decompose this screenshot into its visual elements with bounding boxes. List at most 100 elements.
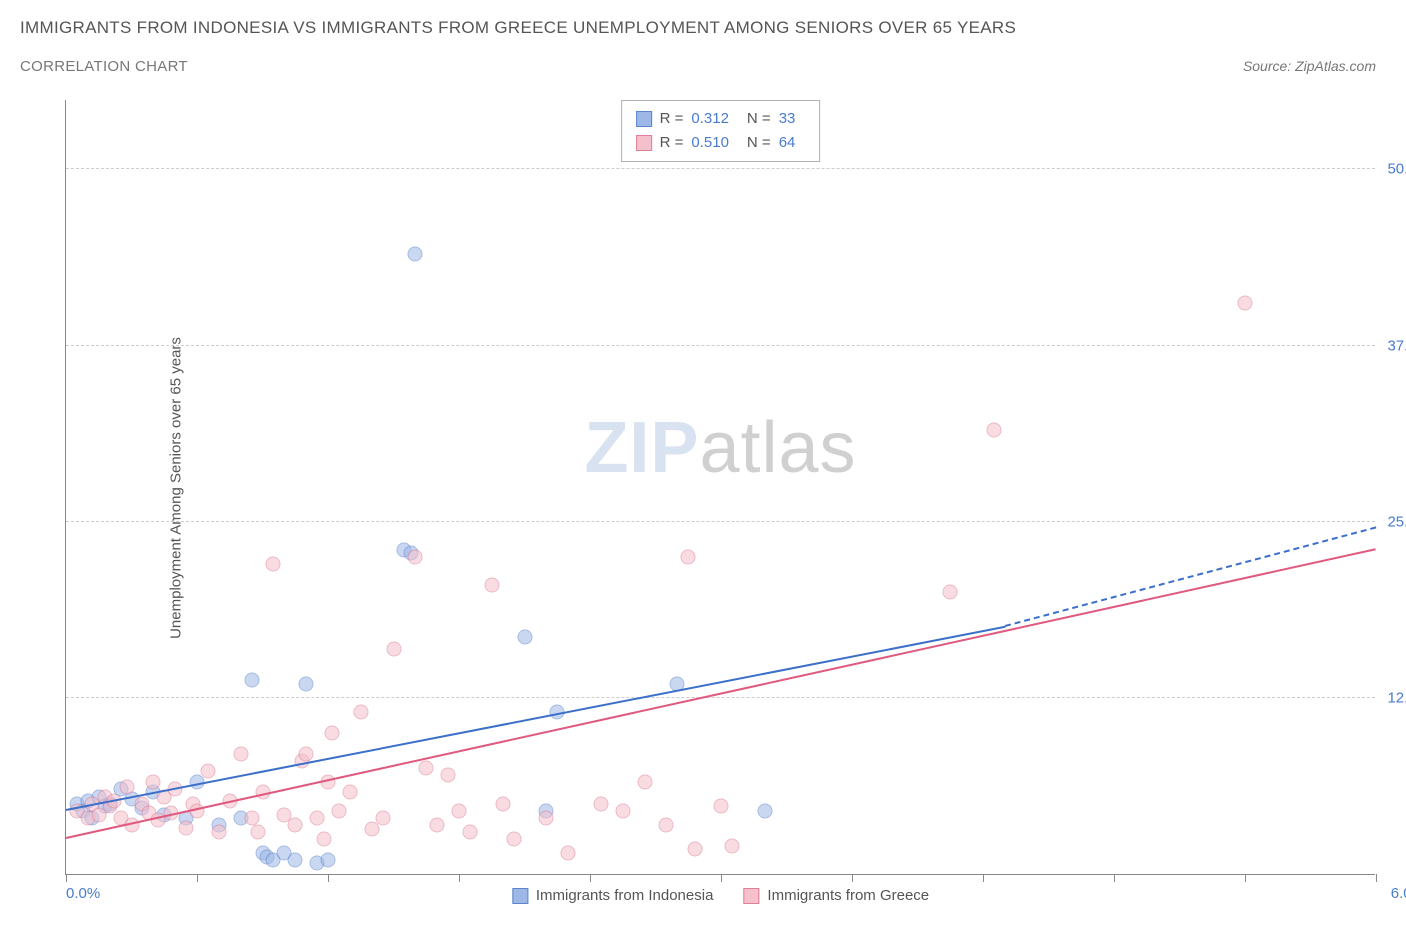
scatter-point xyxy=(325,726,340,741)
scatter-point xyxy=(1238,296,1253,311)
scatter-point xyxy=(299,676,314,691)
x-tick xyxy=(590,874,591,882)
gridline xyxy=(66,345,1375,346)
scatter-point xyxy=(637,775,652,790)
x-axis-min-label: 0.0% xyxy=(66,885,100,902)
scatter-point xyxy=(244,810,259,825)
scatter-point xyxy=(430,817,445,832)
chart-title: IMMIGRANTS FROM INDONESIA VS IMMIGRANTS … xyxy=(20,18,1016,38)
scatter-point xyxy=(179,820,194,835)
scatter-point xyxy=(233,747,248,762)
scatter-point xyxy=(506,831,521,846)
scatter-point xyxy=(120,779,135,794)
scatter-point xyxy=(943,585,958,600)
scatter-point xyxy=(288,852,303,867)
scatter-point xyxy=(462,824,477,839)
legend-label: Immigrants from Greece xyxy=(767,887,929,904)
scatter-point xyxy=(364,821,379,836)
stat-n-label: N = xyxy=(747,107,771,131)
legend-swatch xyxy=(636,135,652,151)
scatter-point xyxy=(539,810,554,825)
scatter-point xyxy=(146,775,161,790)
scatter-point xyxy=(288,817,303,832)
scatter-point xyxy=(299,747,314,762)
y-tick-label: 37.5% xyxy=(1387,337,1406,354)
stat-n-label: N = xyxy=(747,131,771,155)
chart-subtitle: CORRELATION CHART xyxy=(20,58,188,75)
stats-row: R = 0.510 N = 64 xyxy=(636,131,806,155)
stat-n-value: 33 xyxy=(779,107,796,131)
scatter-point xyxy=(353,704,368,719)
scatter-point xyxy=(724,838,739,853)
watermark-atlas: atlas xyxy=(699,408,856,488)
gridline xyxy=(66,521,1375,522)
scatter-point xyxy=(687,841,702,856)
scatter-point xyxy=(681,549,696,564)
scatter-point xyxy=(561,845,576,860)
x-axis-max-label: 6.0% xyxy=(1391,885,1406,902)
scatter-point xyxy=(452,803,467,818)
stat-r-value: 0.312 xyxy=(691,107,729,131)
trend-line xyxy=(1005,527,1377,628)
scatter-point xyxy=(419,761,434,776)
trend-line xyxy=(66,625,1005,810)
scatter-point xyxy=(200,764,215,779)
scatter-point xyxy=(251,824,266,839)
scatter-point xyxy=(244,672,259,687)
scatter-point xyxy=(310,810,325,825)
source-citation: Source: ZipAtlas.com xyxy=(1243,58,1376,74)
plot-region: ZIPatlas 12.5%25.0%37.5%50.0%0.0%6.0%R =… xyxy=(65,100,1375,875)
stat-r-label: R = xyxy=(660,107,684,131)
scatter-point xyxy=(986,423,1001,438)
x-tick xyxy=(852,874,853,882)
chart-area: Unemployment Among Seniors over 65 years… xyxy=(65,100,1375,875)
scatter-point xyxy=(757,803,772,818)
scatter-point xyxy=(408,549,423,564)
y-tick-label: 25.0% xyxy=(1387,513,1406,530)
scatter-point xyxy=(659,817,674,832)
legend-label: Immigrants from Indonesia xyxy=(536,887,714,904)
bottom-legend: Immigrants from Indonesia Immigrants from… xyxy=(512,887,929,904)
x-tick xyxy=(328,874,329,882)
y-tick-label: 50.0% xyxy=(1387,161,1406,178)
x-tick xyxy=(66,874,67,882)
scatter-point xyxy=(386,641,401,656)
x-tick xyxy=(1114,874,1115,882)
scatter-point xyxy=(316,831,331,846)
x-tick xyxy=(1376,874,1377,882)
scatter-point xyxy=(615,803,630,818)
scatter-point xyxy=(517,630,532,645)
x-tick xyxy=(1245,874,1246,882)
scatter-point xyxy=(211,824,226,839)
stats-legend-box: R = 0.312 N = 33 R = 0.510 N = 64 xyxy=(621,100,821,162)
watermark-zip: ZIP xyxy=(584,408,699,488)
watermark: ZIPatlas xyxy=(584,407,856,489)
x-tick xyxy=(197,874,198,882)
x-tick xyxy=(983,874,984,882)
scatter-point xyxy=(342,785,357,800)
legend-item: Immigrants from Indonesia xyxy=(512,887,714,904)
scatter-point xyxy=(495,796,510,811)
legend-swatch xyxy=(743,888,759,904)
scatter-point xyxy=(484,578,499,593)
gridline xyxy=(66,697,1375,698)
scatter-point xyxy=(441,768,456,783)
y-tick-label: 12.5% xyxy=(1387,689,1406,706)
x-tick xyxy=(459,874,460,882)
legend-swatch xyxy=(636,111,652,127)
scatter-point xyxy=(375,810,390,825)
legend-item: Immigrants from Greece xyxy=(743,887,929,904)
scatter-point xyxy=(331,803,346,818)
scatter-point xyxy=(408,247,423,262)
scatter-point xyxy=(321,852,336,867)
legend-swatch xyxy=(512,888,528,904)
scatter-point xyxy=(593,796,608,811)
x-tick xyxy=(721,874,722,882)
stat-n-value: 64 xyxy=(779,131,796,155)
stat-r-value: 0.510 xyxy=(691,131,729,155)
scatter-point xyxy=(714,799,729,814)
trend-line xyxy=(66,548,1376,839)
gridline xyxy=(66,168,1375,169)
stat-r-label: R = xyxy=(660,131,684,155)
scatter-point xyxy=(266,557,281,572)
